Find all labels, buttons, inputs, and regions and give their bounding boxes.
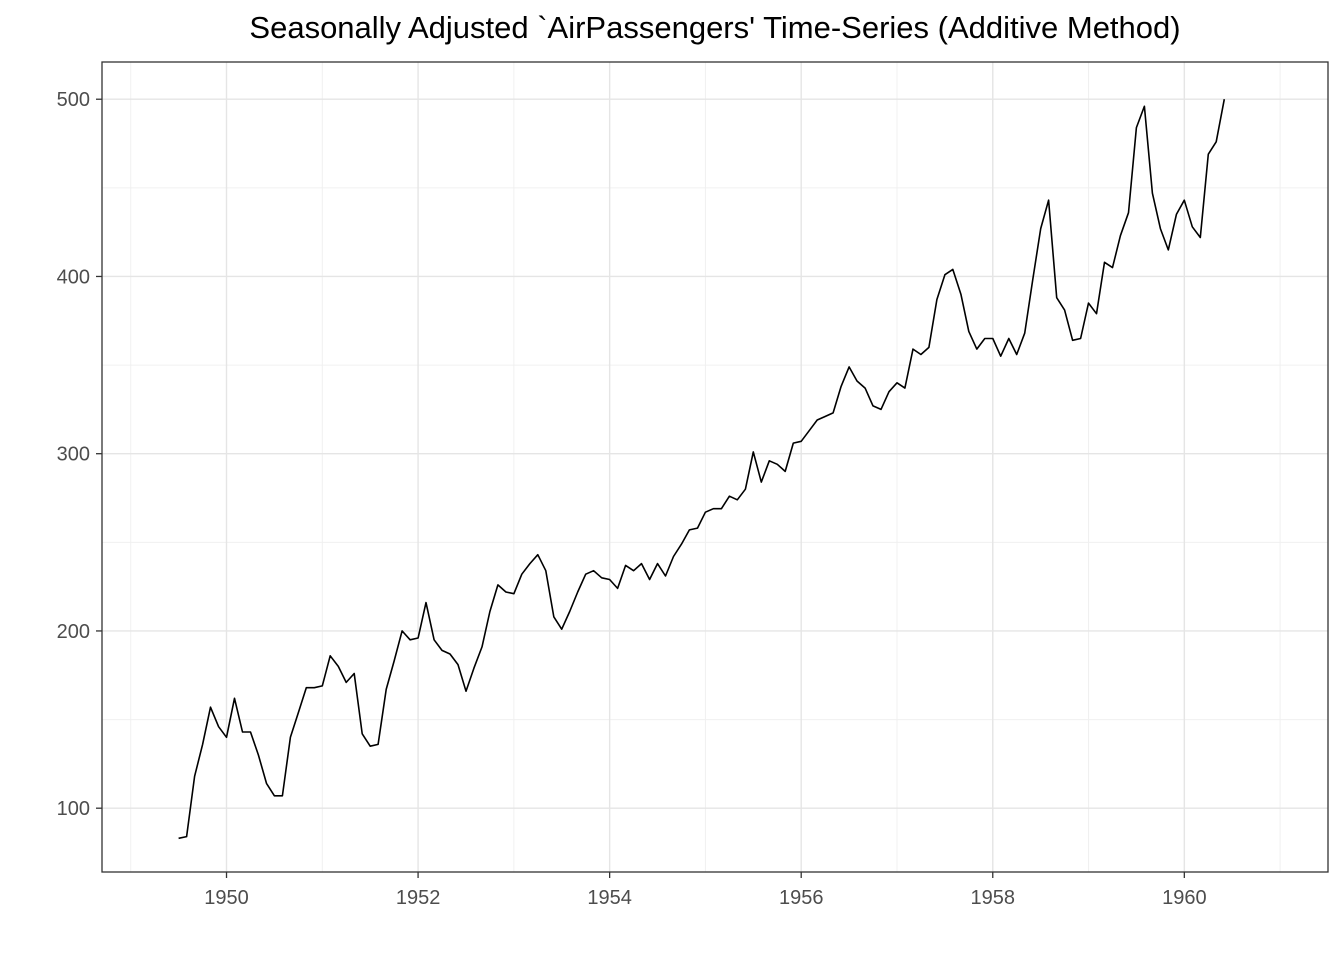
major-gridlines bbox=[102, 62, 1328, 872]
minor-gridlines bbox=[102, 62, 1328, 872]
chart-title: Seasonally Adjusted `AirPassengers' Time… bbox=[249, 10, 1181, 45]
axis-tick-labels: 1950 1952 1954 1956 1958 1960 100 200 300 400 500 bbox=[57, 89, 1207, 909]
axis-ticks bbox=[96, 98, 1185, 878]
panel-background bbox=[102, 62, 1328, 872]
x-tick-label: 1952 bbox=[396, 887, 441, 909]
x-tick-label: 1960 bbox=[1162, 887, 1207, 909]
panel-border bbox=[101, 61, 1329, 873]
y-tick-label: 100 bbox=[57, 798, 90, 820]
y-tick-label: 300 bbox=[57, 444, 90, 466]
x-tick-label: 1958 bbox=[971, 887, 1016, 909]
y-tick-label: 400 bbox=[57, 266, 90, 288]
x-tick-label: 1954 bbox=[587, 887, 632, 909]
y-tick-label: 500 bbox=[57, 89, 90, 111]
x-tick-label: 1956 bbox=[779, 887, 824, 909]
y-tick-label: 200 bbox=[57, 621, 90, 643]
series-line bbox=[178, 99, 1226, 840]
x-tick-label: 1950 bbox=[204, 887, 249, 909]
series-layer bbox=[178, 99, 1226, 840]
